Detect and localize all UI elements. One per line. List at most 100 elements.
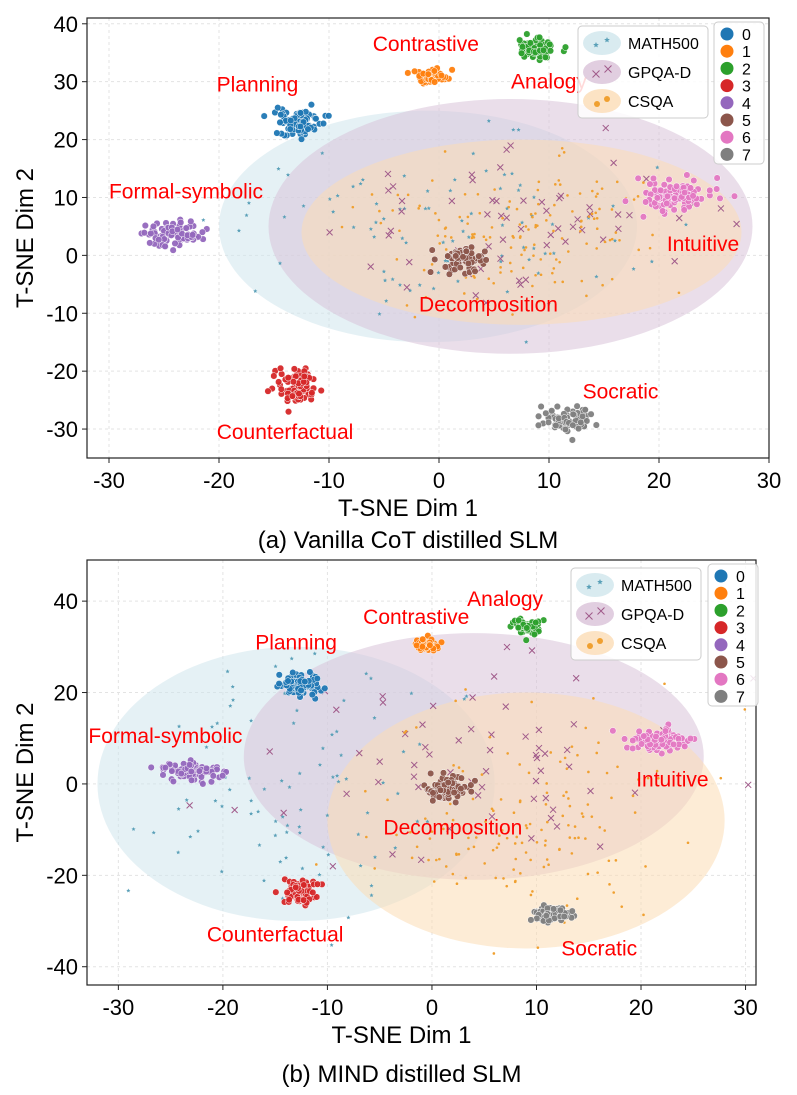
gpqa-point: [547, 814, 555, 822]
math500-point: [320, 150, 325, 155]
gpqa-point: [496, 164, 504, 171]
csqa-point: [594, 211, 598, 215]
csqa-point: [558, 183, 562, 186]
gpqa-point: [231, 806, 239, 814]
gpqa-point: [469, 176, 476, 184]
math500-point: [655, 165, 660, 170]
gpqa-point: [332, 706, 340, 714]
cluster-point: [308, 691, 316, 699]
csqa-point: [536, 224, 539, 227]
gpqa-point: [403, 284, 411, 291]
csqa-point: [499, 266, 502, 269]
gpqa-point: [535, 744, 543, 752]
cluster-point: [552, 421, 560, 430]
csqa-point: [677, 291, 681, 295]
csqa-point: [430, 263, 434, 266]
gpqa-point: [570, 720, 578, 728]
cluster-point: [482, 256, 490, 264]
gpqa-point: [543, 207, 550, 215]
cluster-point: [475, 252, 483, 260]
csqa-point: [470, 236, 474, 240]
cluster-point: [272, 888, 280, 896]
csqa-point: [444, 248, 448, 251]
math500-point: [151, 830, 156, 835]
csqa-point: [608, 238, 612, 242]
legend-marker-star: [586, 584, 592, 590]
csqa-point: [557, 179, 561, 182]
math500-point: [176, 806, 181, 811]
cluster-point: [287, 117, 295, 125]
x-tick-label: 20: [629, 995, 653, 1020]
math500-point: [279, 778, 284, 783]
math500-point: [443, 258, 448, 263]
math500-point: [219, 869, 224, 874]
math500-point: [225, 669, 230, 674]
csqa-point: [463, 192, 467, 196]
csqa-point: [444, 226, 448, 229]
csqa-point: [364, 789, 367, 793]
gpqa-point: [614, 211, 622, 218]
legend-swatch-cluster-5: [714, 655, 728, 669]
csqa-point: [499, 798, 503, 801]
gpqa-point: [572, 674, 580, 682]
cluster-point: [273, 129, 281, 137]
math500-point: [209, 724, 215, 729]
math500-point: [471, 151, 476, 156]
csqa-point: [573, 836, 577, 840]
cluster-point: [435, 793, 443, 801]
cluster-point: [219, 772, 227, 780]
csqa-point: [561, 814, 565, 818]
cluster-point: [444, 252, 452, 260]
math500-point: [631, 266, 636, 271]
cluster-point: [260, 112, 268, 120]
gpqa-point: [472, 292, 480, 299]
cluster-point: [673, 182, 681, 190]
gpqa-point: [497, 255, 504, 263]
csqa-point: [451, 872, 455, 876]
gpqa-point: [549, 806, 557, 814]
cluster-6-points: [609, 720, 698, 758]
csqa-point: [575, 897, 579, 901]
gpqa-point: [389, 183, 397, 190]
csqa-point: [448, 802, 452, 806]
cluster-point: [321, 684, 329, 692]
gpqa-point: [410, 761, 418, 769]
csqa-point: [483, 862, 486, 865]
math500-point: [436, 270, 441, 275]
gpqa-point: [448, 197, 456, 205]
cluster-label-socratic: Socratic: [583, 380, 659, 403]
csqa-point: [525, 826, 529, 830]
csqa-point: [551, 271, 554, 275]
cluster-point: [270, 372, 278, 380]
math500-point: [404, 240, 409, 245]
cluster-legend-box: [707, 563, 759, 707]
csqa-point: [598, 207, 601, 211]
csqa-point: [484, 820, 487, 823]
cluster-point: [640, 732, 648, 740]
cluster-point: [437, 638, 446, 646]
cluster-point: [418, 643, 426, 651]
cluster-point: [276, 118, 284, 126]
math500-point: [63, 731, 67, 735]
cluster-point: [207, 778, 215, 786]
csqa-point: [514, 857, 518, 861]
legend-swatch-csqa: [583, 89, 621, 113]
math500-point: [273, 819, 278, 824]
cluster-point: [277, 111, 285, 119]
math500-point: [500, 223, 505, 228]
gpqa-point: [374, 778, 382, 786]
csqa-point: [482, 235, 486, 239]
csqa-point: [449, 236, 453, 239]
cluster-point: [609, 727, 617, 735]
math500-point: [373, 220, 379, 225]
gpqa-point: [343, 790, 350, 798]
math500-point: [285, 172, 291, 177]
math500-point: [531, 246, 536, 251]
csqa-point: [458, 215, 462, 219]
csqa-point: [474, 836, 478, 839]
csqa-point: [488, 236, 492, 239]
csqa-point: [535, 840, 539, 844]
cluster-label-decomposition: Decomposition: [419, 294, 558, 317]
cluster-point: [653, 194, 661, 202]
